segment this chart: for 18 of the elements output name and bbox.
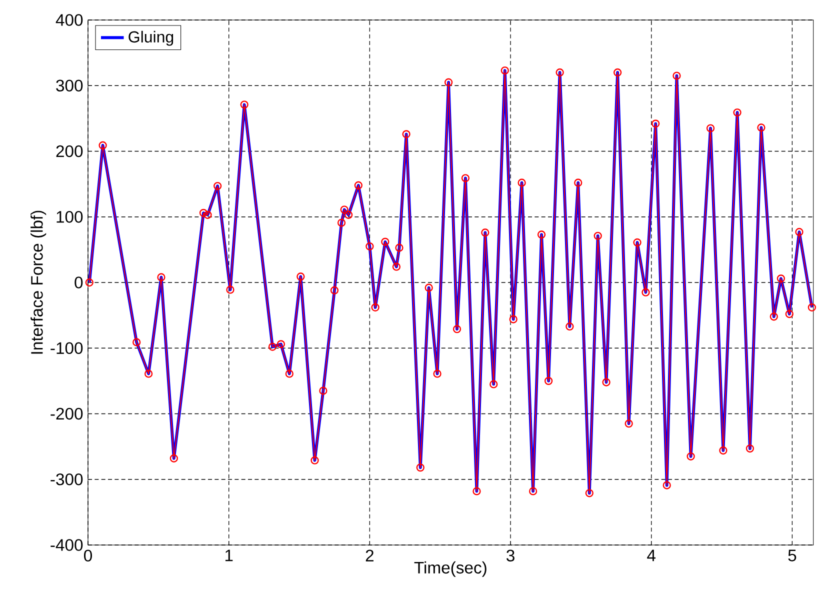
x-tick-label: 1: [225, 550, 233, 562]
y-tick-label: -200: [50, 408, 83, 420]
x-axis-title: Time(sec): [414, 561, 486, 577]
y-tick-label: 200: [56, 145, 83, 158]
y-tick-label: 100: [56, 210, 83, 223]
x-tick-label: 5: [788, 550, 796, 562]
legend-label: Gluing: [128, 30, 174, 46]
x-tick-label: 4: [647, 550, 656, 562]
x-tick-label: 3: [506, 550, 514, 562]
y-tick-label: 0: [74, 276, 83, 288]
y-tick-label: 400: [56, 14, 83, 26]
y-tick-label: 300: [56, 80, 83, 92]
y-tick-label: -300: [50, 473, 83, 486]
y-axis-title: Interface Force (lbf): [30, 210, 46, 354]
x-tick-label: 2: [366, 550, 374, 562]
y-tick-label: -100: [50, 342, 83, 354]
x-tick-label: 0: [84, 550, 92, 562]
y-tick-label: -400: [50, 539, 83, 551]
